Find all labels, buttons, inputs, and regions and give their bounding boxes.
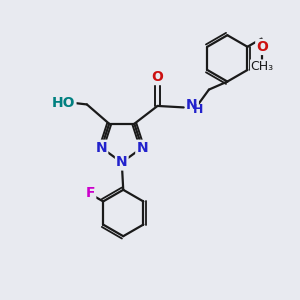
Text: HO: HO: [52, 96, 76, 110]
Text: N: N: [186, 98, 198, 112]
Text: N: N: [116, 155, 128, 170]
Text: N: N: [136, 141, 148, 155]
Text: F: F: [86, 186, 95, 200]
Text: H: H: [193, 103, 203, 116]
Text: N: N: [96, 141, 107, 155]
Text: O: O: [256, 40, 268, 54]
Text: CH₃: CH₃: [250, 60, 274, 73]
Text: O: O: [152, 70, 164, 84]
